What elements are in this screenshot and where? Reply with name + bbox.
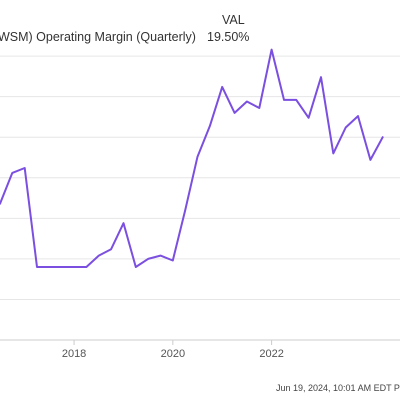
legend-value: 19.50% bbox=[207, 30, 250, 44]
gridlines bbox=[0, 55, 400, 300]
x-tick-label: 2022 bbox=[259, 348, 283, 360]
chart-footer-timestamp: Jun 19, 2024, 10:01 AM EDT Pow bbox=[276, 383, 400, 393]
legend-series-label: WSM) Operating Margin (Quarterly) bbox=[0, 30, 196, 44]
x-tick-label: 2018 bbox=[62, 348, 86, 360]
legend-value-header: VAL bbox=[222, 13, 245, 27]
x-tick-label: 2020 bbox=[161, 348, 185, 360]
series-line-operating-margin bbox=[0, 48, 384, 268]
x-axis-ticks: 2018 2020 2022 bbox=[0, 339, 400, 360]
